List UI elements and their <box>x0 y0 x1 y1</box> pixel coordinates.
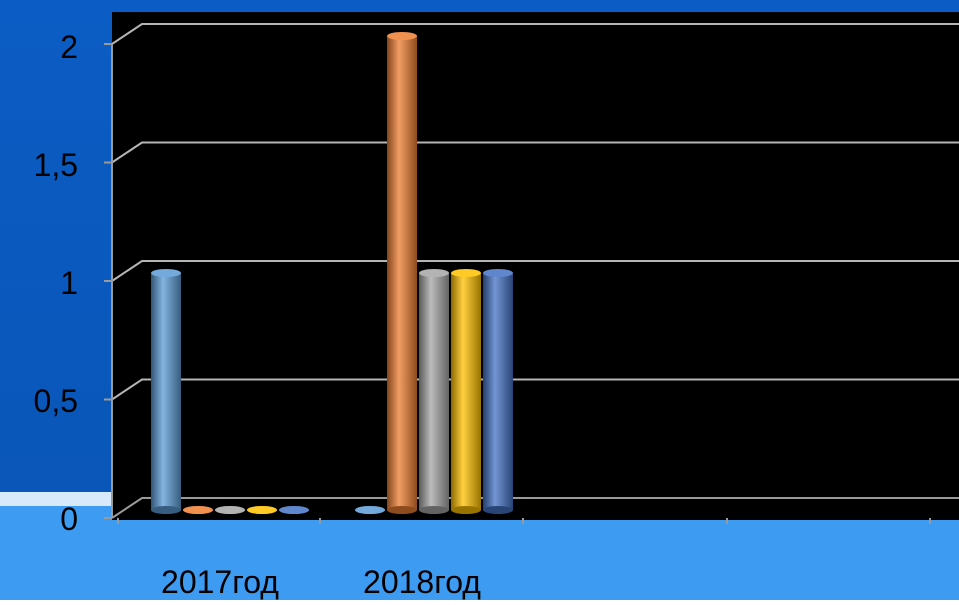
bar <box>483 269 513 514</box>
bar-top <box>215 506 245 514</box>
x-category-label: 2017год <box>161 564 279 600</box>
bars <box>151 32 513 514</box>
bar-top <box>451 269 481 277</box>
gridline <box>111 378 959 401</box>
y-tick-label: 1,5 <box>34 147 78 183</box>
bar-top <box>419 269 449 277</box>
bar-body <box>151 273 181 510</box>
y-tick-label: 2 <box>60 29 78 65</box>
bar <box>151 269 181 514</box>
y-tick-label: 1 <box>60 265 78 301</box>
bar-body <box>451 273 481 510</box>
bar-base <box>387 506 417 514</box>
bar-body <box>387 36 417 510</box>
bar-top <box>247 506 277 514</box>
bar-base <box>483 506 513 514</box>
plot-area <box>112 12 959 520</box>
gridline <box>111 23 959 45</box>
y-tick-label: 0,5 <box>34 383 78 419</box>
bar <box>419 269 449 514</box>
bar <box>247 506 277 514</box>
bar-top <box>279 506 309 514</box>
bar-top <box>483 269 513 277</box>
bar <box>387 32 417 514</box>
bar <box>183 506 213 514</box>
bar-body <box>419 273 449 510</box>
x-category-label: 2018год <box>363 564 481 600</box>
bar <box>279 506 309 514</box>
bar-top <box>355 506 385 514</box>
gridline <box>111 260 959 282</box>
y-axis-ticks: 0 0,5 1 1,5 2 <box>34 29 78 537</box>
bar-top <box>387 32 417 40</box>
bar-base <box>151 506 181 514</box>
x-axis-categories: 2017год 2018год <box>161 564 481 600</box>
bar-body <box>483 273 513 510</box>
bar-base <box>419 506 449 514</box>
bar-top <box>183 506 213 514</box>
y-tick-label: 0 <box>60 501 78 537</box>
gridlines <box>104 23 959 524</box>
bar <box>451 269 481 514</box>
bar-base <box>451 506 481 514</box>
bar-top <box>151 269 181 277</box>
bar <box>355 506 385 514</box>
gridline <box>111 141 959 164</box>
gridline <box>111 497 959 519</box>
bar <box>215 506 245 514</box>
